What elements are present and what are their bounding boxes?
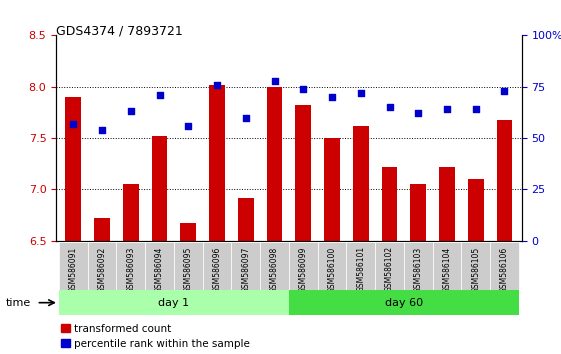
Text: GSM586106: GSM586106 [500, 246, 509, 292]
FancyBboxPatch shape [346, 242, 375, 290]
Text: GDS4374 / 7893721: GDS4374 / 7893721 [56, 25, 183, 38]
Text: GSM586094: GSM586094 [155, 246, 164, 293]
Bar [496, 120, 512, 241]
Bar [439, 167, 455, 241]
Point [69, 121, 78, 126]
Text: GSM586098: GSM586098 [270, 246, 279, 292]
FancyBboxPatch shape [404, 242, 433, 290]
Bar [123, 184, 139, 241]
Point [126, 109, 135, 114]
Point [443, 107, 452, 112]
Bar [324, 138, 340, 241]
Text: GSM586103: GSM586103 [414, 246, 423, 292]
Point [500, 88, 509, 94]
Point [213, 82, 222, 87]
Bar [66, 97, 81, 241]
FancyBboxPatch shape [232, 242, 260, 290]
FancyBboxPatch shape [289, 242, 318, 290]
Point [270, 78, 279, 84]
FancyBboxPatch shape [318, 242, 346, 290]
Point [385, 104, 394, 110]
Text: GSM586096: GSM586096 [213, 246, 222, 293]
FancyBboxPatch shape [174, 242, 203, 290]
Point [471, 107, 480, 112]
Point [98, 127, 107, 133]
Point [328, 94, 337, 100]
FancyBboxPatch shape [433, 242, 461, 290]
FancyBboxPatch shape [59, 290, 289, 315]
Bar [468, 179, 484, 241]
Text: GSM586099: GSM586099 [299, 246, 308, 293]
Text: GSM586105: GSM586105 [471, 246, 480, 292]
FancyBboxPatch shape [375, 242, 404, 290]
Text: GSM586095: GSM586095 [184, 246, 193, 293]
FancyBboxPatch shape [59, 242, 88, 290]
Bar [209, 85, 225, 241]
Text: day 60: day 60 [385, 298, 423, 308]
Text: GSM586092: GSM586092 [98, 246, 107, 292]
FancyBboxPatch shape [117, 242, 145, 290]
Bar [238, 198, 254, 241]
FancyBboxPatch shape [461, 242, 490, 290]
Text: GSM586104: GSM586104 [443, 246, 452, 292]
Text: GSM586100: GSM586100 [328, 246, 337, 292]
Text: time: time [6, 298, 31, 308]
Bar [410, 184, 426, 241]
Bar [151, 136, 168, 241]
FancyBboxPatch shape [260, 242, 289, 290]
Text: GSM586102: GSM586102 [385, 246, 394, 292]
FancyBboxPatch shape [88, 242, 117, 290]
Text: GSM586091: GSM586091 [69, 246, 78, 292]
Text: GSM586101: GSM586101 [356, 246, 365, 292]
Point [414, 110, 423, 116]
Point [299, 86, 308, 92]
Legend: transformed count, percentile rank within the sample: transformed count, percentile rank withi… [61, 324, 250, 349]
Bar [266, 87, 282, 241]
Bar [296, 105, 311, 241]
FancyBboxPatch shape [145, 242, 174, 290]
Bar [94, 218, 110, 241]
FancyBboxPatch shape [490, 242, 519, 290]
Text: GSM586097: GSM586097 [241, 246, 250, 293]
Point [184, 123, 193, 129]
FancyBboxPatch shape [289, 290, 519, 315]
Text: GSM586093: GSM586093 [126, 246, 135, 293]
Point [241, 115, 250, 120]
Point [155, 92, 164, 98]
Bar [381, 167, 397, 241]
Point [356, 90, 365, 96]
FancyBboxPatch shape [203, 242, 232, 290]
Bar [353, 126, 369, 241]
Text: day 1: day 1 [158, 298, 190, 308]
Bar [181, 223, 196, 241]
